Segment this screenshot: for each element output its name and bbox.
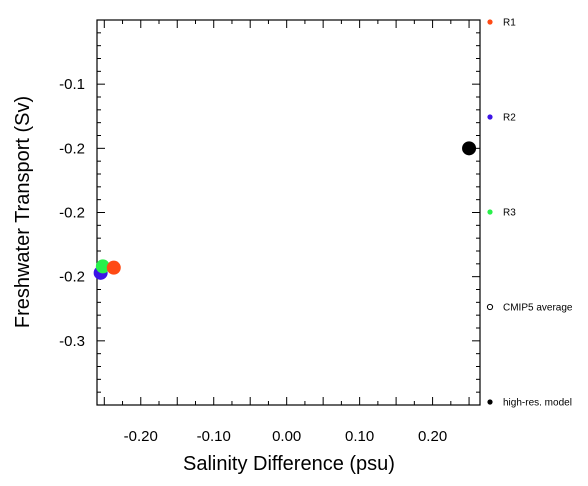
- data-point-high-res-model: [462, 141, 477, 156]
- legend-marker: [487, 114, 493, 120]
- axis-ticks: [97, 19, 480, 406]
- data-point-r1: [106, 260, 121, 275]
- x-tick-label: -0.20: [124, 428, 158, 445]
- x-tick-label: -0.10: [197, 428, 231, 445]
- y-tick-label: -0.3: [59, 333, 85, 350]
- y-tick-labels: -0.1 -0.2 -0.2 -0.2 -0.3: [59, 76, 85, 350]
- x-tick-label: 0.00: [272, 428, 301, 445]
- legend-marker: [487, 209, 493, 215]
- legend-label: R2: [503, 113, 516, 124]
- x-tick-label: 0.20: [418, 428, 447, 445]
- data-point-r3: [95, 259, 110, 274]
- y-tick-label: -0.2: [59, 205, 85, 222]
- legend-label: R1: [503, 18, 516, 29]
- x-tick-labels: -0.20 -0.10 0.00 0.10 0.20: [124, 428, 448, 445]
- data-points: [93, 141, 477, 280]
- y-tick-label: -0.2: [59, 140, 85, 157]
- legend: R1 R2 R3 CMIP5 average high-res. model: [486, 18, 573, 409]
- legend-label: CMIP5 average: [503, 303, 573, 314]
- plot-frame: [96, 19, 481, 406]
- legend-marker: [486, 303, 494, 311]
- y-axis-title: Freshwater Transport (Sv): [12, 96, 34, 328]
- legend-marker: [487, 399, 493, 405]
- y-tick-label: -0.1: [59, 76, 85, 93]
- legend-label: high-res. model: [503, 398, 572, 409]
- legend-marker: [487, 19, 493, 25]
- legend-label: R3: [503, 208, 516, 219]
- x-axis-title: Salinity Difference (psu): [183, 453, 395, 475]
- y-tick-label: -0.2: [59, 269, 85, 286]
- x-tick-label: 0.10: [345, 428, 374, 445]
